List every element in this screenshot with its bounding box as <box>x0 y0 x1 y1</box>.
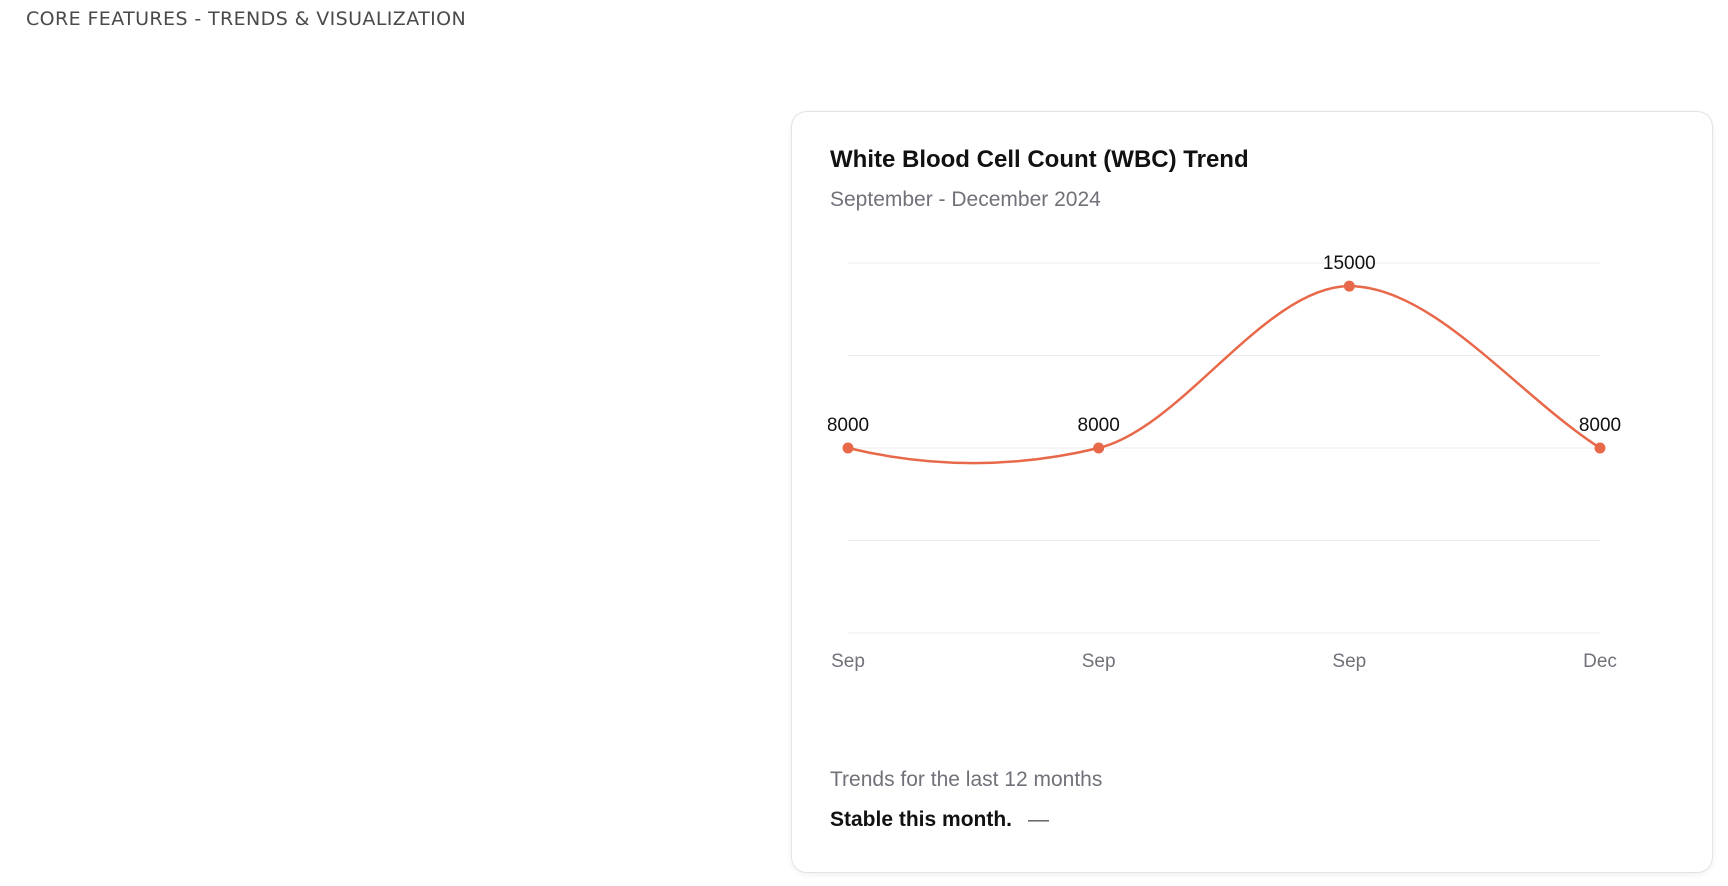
x-tick-label: Sep <box>1082 651 1116 672</box>
data-label: 15000 <box>1323 253 1376 274</box>
footer-trend-text: Trends for the last 12 months <box>830 768 1103 791</box>
status-dash-icon: — <box>1028 808 1050 831</box>
data-label: 8000 <box>827 415 869 436</box>
x-tick-label: Dec <box>1583 651 1617 672</box>
footer-status: Stable this month. — <box>830 808 1049 832</box>
data-point <box>1595 443 1606 454</box>
wbc-line-chart: 8000 8000 15000 8000 Sep Sep Sep Dec <box>792 112 1712 732</box>
data-point <box>1344 281 1355 292</box>
data-label: 8000 <box>1579 415 1621 436</box>
wbc-series-line <box>848 286 1600 463</box>
data-point <box>1093 443 1104 454</box>
card-subtitle: September - December 2024 <box>830 188 1101 211</box>
wbc-trend-card: White Blood Cell Count (WBC) Trend Septe… <box>791 111 1713 873</box>
card-title: White Blood Cell Count (WBC) Trend <box>830 146 1249 173</box>
x-tick-label: Sep <box>831 651 865 672</box>
section-label: CORE FEATURES - TRENDS & VISUALIZATION <box>26 8 467 30</box>
status-text: Stable this month. <box>830 808 1013 831</box>
data-point <box>843 443 854 454</box>
x-tick-label: Sep <box>1332 651 1366 672</box>
data-label: 8000 <box>1078 415 1120 436</box>
